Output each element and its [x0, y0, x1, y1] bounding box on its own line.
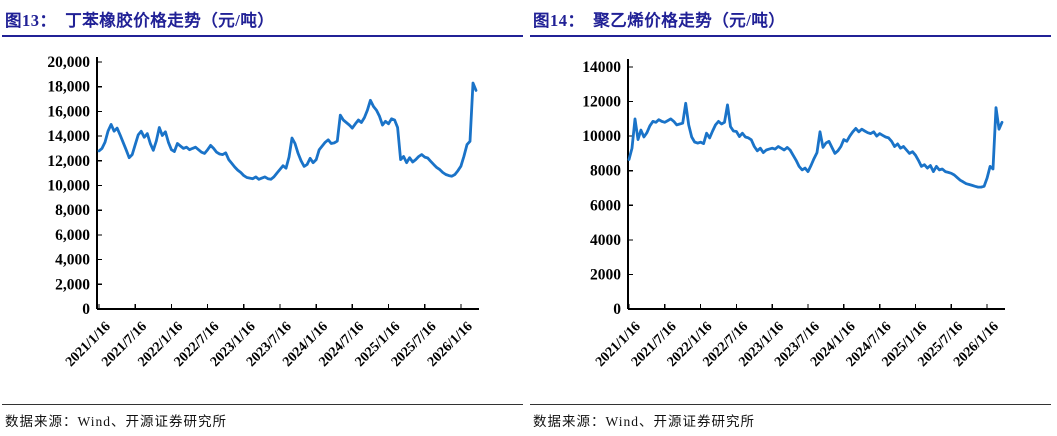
y-tick-label: 12,000	[47, 153, 90, 170]
y-tick-label: 4000	[590, 232, 621, 249]
price-line	[97, 81, 478, 181]
figure-14-source-rule	[530, 404, 1051, 405]
y-tick-label: 16,000	[47, 103, 90, 120]
figure-14-title: 图14： 聚乙烯价格走势（元/吨）	[533, 11, 786, 30]
y-tick-label: 4,000	[55, 252, 90, 269]
sbr-price-line-chart: 0 2,000 4,000 6,000 8,000 10,000 12,000 14,000 1…	[47, 54, 479, 370]
y-tick-label: 8,000	[55, 202, 90, 219]
y-tick-label: 14000	[582, 59, 621, 76]
y-tick-label: 0	[82, 301, 90, 318]
y-tick-label: 20,000	[47, 54, 90, 71]
figure-14-source-note: 数据来源：Wind、开源证券研究所	[533, 414, 755, 429]
figure-13-source-note: 数据来源：Wind、开源证券研究所	[5, 414, 227, 429]
figure-13-title-rule	[2, 35, 523, 37]
figure-14: 图14： 聚乙烯价格走势（元/吨） 0 2000 4000 6000 8000 10000…	[528, 0, 1056, 436]
y-tick-label: 6,000	[55, 227, 90, 244]
figure-13: 图13： 丁苯橡胶价格走势（元/吨） 0 2,000 4,000 6,000 8,000…	[0, 0, 528, 436]
y-tick-label: 2000	[590, 266, 621, 283]
y-tick-label: 12000	[582, 94, 621, 111]
figure-13-source-rule	[2, 404, 523, 405]
y-tick-label: 18,000	[47, 79, 90, 96]
figure-14-title-rule	[530, 35, 1051, 37]
y-tick-label: 6000	[590, 197, 621, 214]
y-tick-label: 10000	[582, 128, 621, 145]
y-tick-label: 10,000	[47, 178, 90, 195]
figure-13-title: 图13： 丁苯橡胶价格走势（元/吨）	[5, 11, 275, 30]
pe-price-line-chart: 020004000600080001000012000140002021/1/1…	[582, 59, 1005, 370]
price-line	[627, 101, 1004, 189]
y-tick-label: 2,000	[55, 276, 90, 293]
y-tick-label: 14,000	[47, 128, 90, 145]
y-tick-label: 8000	[590, 163, 621, 180]
y-tick-label: 0	[613, 301, 621, 318]
